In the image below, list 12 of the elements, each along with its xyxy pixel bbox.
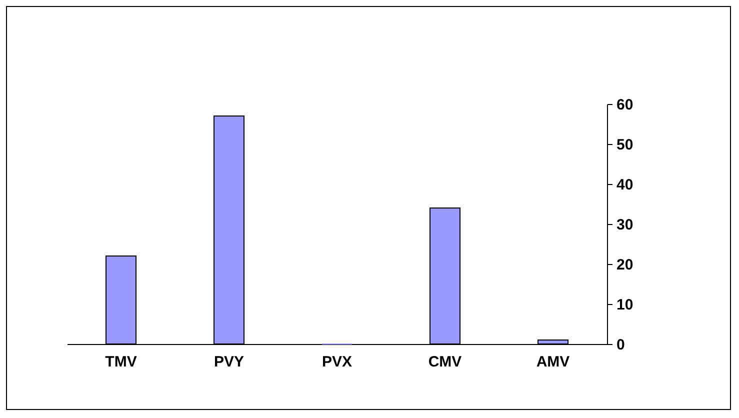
x-tick-label: AMV (536, 354, 570, 370)
y-tick-label: 50 (616, 136, 634, 154)
y-tick-label: 0 (616, 336, 625, 354)
x-tick-label: PVY (214, 354, 244, 370)
x-tick-label: PVX (322, 354, 352, 370)
x-tick-label: TMV (105, 354, 137, 370)
y-tick-label: 40 (616, 176, 634, 194)
y-tick-label: 60 (616, 96, 634, 114)
x-tick-label: CMV (428, 354, 462, 370)
y-tick-label: 30 (616, 216, 634, 234)
y-tick-label: 10 (616, 296, 634, 314)
y-tick-label: 20 (616, 256, 634, 274)
